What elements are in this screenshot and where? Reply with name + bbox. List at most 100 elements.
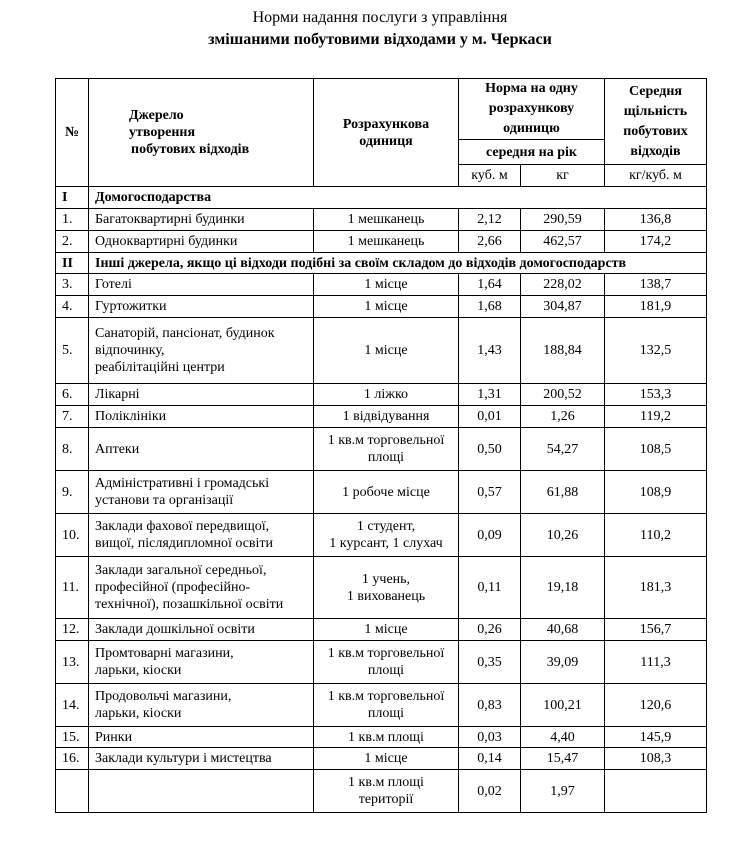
- row-source: [88, 769, 314, 813]
- row-kg: 54,27: [520, 427, 605, 471]
- header-norm-sub: середня на рік: [458, 139, 605, 165]
- row-source: Ринки: [88, 726, 314, 748]
- table-row: 11. Заклади загальної середньої, професійн…: [55, 556, 707, 619]
- row-kg: 40,68: [520, 618, 605, 641]
- row-unit: 1 місце: [313, 618, 459, 641]
- row-num: 3.: [55, 273, 89, 296]
- header-density: Середня щільність побутових відходів: [604, 78, 707, 165]
- table-row: 3. Готелі 1 місце 1,64 228,02 138,7: [55, 273, 707, 296]
- row-num: 7.: [55, 405, 89, 428]
- row-unit: 1 мешканець: [313, 230, 459, 253]
- row-density: 120,6: [604, 683, 707, 727]
- row-density: 156,7: [604, 618, 707, 641]
- row-density: 108,5: [604, 427, 707, 471]
- section-label: Домогосподарства: [88, 186, 707, 209]
- row-unit: 1 робоче місце: [313, 470, 459, 514]
- row-source: Продовольчі магазини, ларьки, кіоски: [88, 683, 314, 727]
- row-kg: 1,97: [520, 769, 605, 813]
- row-unit: 1 кв.м торговельної площі: [313, 640, 459, 684]
- row-kg: 290,59: [520, 208, 605, 231]
- table-row: 2. Одноквартирні будинки 1 мешканець 2,66 46…: [55, 230, 707, 253]
- row-m3: 2,66: [458, 230, 521, 253]
- row-m3: 0,14: [458, 747, 521, 770]
- row-unit: 1 місце: [313, 747, 459, 770]
- row-unit: 1 мешканець: [313, 208, 459, 231]
- header-unit: Розрахункова одиниця: [313, 78, 459, 187]
- row-m3: 0,01: [458, 405, 521, 428]
- section-row: I Домогосподарства: [55, 186, 707, 209]
- row-density: 111,3: [604, 640, 707, 684]
- row-kg: 1,26: [520, 405, 605, 428]
- row-num: 2.: [55, 230, 89, 253]
- row-unit: 1 кв.м торговельної площі: [313, 427, 459, 471]
- section-num: I: [55, 186, 89, 209]
- table-row: 10. Заклади фахової передвищої, вищої, піс…: [55, 513, 707, 557]
- row-num: 10.: [55, 513, 89, 557]
- row-source: Готелі: [88, 273, 314, 296]
- row-density: 181,3: [604, 556, 707, 619]
- header-norm: Норма на одну розрахункову одиницю: [458, 78, 605, 140]
- table-row: 4. Гуртожитки 1 місце 1,68 304,87 181,9: [55, 295, 707, 318]
- document-title-line1: Норми надання послуги з управління: [252, 9, 508, 26]
- header-unit-kg: кг: [520, 164, 605, 187]
- table-row: 12. Заклади дошкільної освіти 1 місце 0,26 4…: [55, 618, 707, 641]
- row-source: Гуртожитки: [88, 295, 314, 318]
- section-num: II: [55, 252, 89, 274]
- row-kg: 10,26: [520, 513, 605, 557]
- row-m3: 0,02: [458, 769, 521, 813]
- header-num: №: [55, 78, 89, 187]
- row-m3: 0,57: [458, 470, 521, 514]
- row-source: Санаторій, пансіонат, будинок відпочинку,…: [88, 317, 314, 384]
- row-source: Поліклініки: [88, 405, 314, 428]
- row-num: 9.: [55, 470, 89, 514]
- row-unit: 1 місце: [313, 295, 459, 318]
- row-num: 13.: [55, 640, 89, 684]
- row-num: 6.: [55, 383, 89, 406]
- row-num: 5.: [55, 317, 89, 384]
- row-density: 108,3: [604, 747, 707, 770]
- row-m3: 1,43: [458, 317, 521, 384]
- row-num: 4.: [55, 295, 89, 318]
- table-row: 8. Аптеки 1 кв.м торговельної площі 0,50 54,2…: [55, 427, 707, 471]
- row-density: 132,5: [604, 317, 707, 384]
- row-unit: 1 кв.м площі: [313, 726, 459, 748]
- table-row: 16. Заклади культури і мистецтва 1 місце 0,…: [55, 747, 707, 770]
- row-kg: 15,47: [520, 747, 605, 770]
- header-units-row: куб. м кг кг/куб. м: [56, 164, 707, 187]
- row-density: 153,3: [604, 383, 707, 406]
- row-m3: 0,09: [458, 513, 521, 557]
- row-num: 16.: [55, 747, 89, 770]
- section-label: Інші джерела, якщо ці відходи подібні за…: [88, 252, 707, 274]
- row-m3: 0,26: [458, 618, 521, 641]
- row-kg: 200,52: [520, 383, 605, 406]
- row-num: 8.: [55, 427, 89, 471]
- table-row: 9. Адміністративні і громадські установи т…: [55, 470, 707, 514]
- row-density: 119,2: [604, 405, 707, 428]
- table-row: 5. Санаторій, пансіонат, будинок відпочинк…: [55, 317, 707, 384]
- row-source: Заклади фахової передвищої, вищої, післяд…: [88, 513, 314, 557]
- row-kg: 61,88: [520, 470, 605, 514]
- row-density: 110,2: [604, 513, 707, 557]
- row-source: Адміністративні і громадські установи та …: [88, 470, 314, 514]
- row-source: Багатоквартирні будинки: [88, 208, 314, 231]
- row-num: 14.: [55, 683, 89, 727]
- table-row: 14. Продовольчі магазини, ларьки, кіоски 1 …: [55, 683, 707, 727]
- row-kg: 462,57: [520, 230, 605, 253]
- row-m3: 2,12: [458, 208, 521, 231]
- row-m3: 1,68: [458, 295, 521, 318]
- header-unit-density: кг/куб. м: [604, 164, 707, 187]
- table-row: 13. Промтоварні магазини, ларьки, кіоски 1 …: [55, 640, 707, 684]
- row-source: Заклади культури і мистецтва: [88, 747, 314, 770]
- header-unit-m3: куб. м: [458, 164, 521, 187]
- row-source: Заклади загальної середньої, професійної …: [88, 556, 314, 619]
- row-density: 108,9: [604, 470, 707, 514]
- header-source: Джерело утворення побутових відходів: [88, 78, 314, 187]
- row-m3: 1,31: [458, 383, 521, 406]
- table-row: 1 кв.м площі території 0,02 1,97: [55, 769, 707, 813]
- row-kg: 4,40: [520, 726, 605, 748]
- row-m3: 0,50: [458, 427, 521, 471]
- row-source: Лікарні: [88, 383, 314, 406]
- row-unit: 1 кв.м площі території: [313, 769, 459, 813]
- row-unit: 1 місце: [313, 317, 459, 384]
- row-unit: 1 місце: [313, 273, 459, 296]
